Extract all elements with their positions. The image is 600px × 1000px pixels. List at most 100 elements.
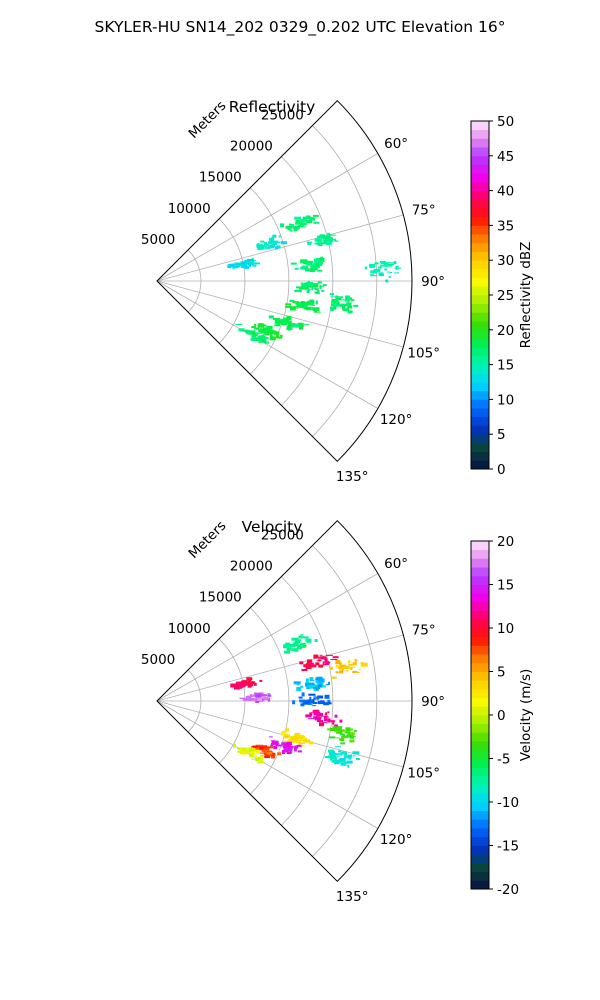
echo-gate — [316, 258, 320, 260]
echo-gate — [307, 284, 315, 287]
velocity-panel: Velocity 5000 10000 15000 20000 25000 Meters 6… — [141, 518, 534, 905]
echo-gate — [284, 736, 289, 739]
echo-gate — [308, 701, 313, 705]
colorbar-band — [471, 810, 489, 820]
echo-gate — [303, 644, 307, 648]
echo-gate — [326, 240, 332, 245]
echo-gate — [313, 697, 317, 700]
colorbar-band — [471, 645, 489, 655]
echo-gate — [288, 226, 293, 229]
colorbar-band — [471, 567, 489, 577]
echo-gate — [338, 726, 343, 729]
echo-gate — [296, 735, 304, 740]
echo-gate — [289, 646, 292, 651]
echo-gate — [328, 681, 330, 685]
echo-gate — [312, 705, 317, 707]
echo-gate — [350, 668, 353, 670]
echo-gate — [318, 286, 324, 288]
echo-gate — [317, 659, 321, 662]
echo-gate — [303, 226, 307, 228]
echo-gate — [283, 644, 289, 649]
colorbar-band — [471, 880, 489, 890]
velocity-colorbar: -20 -15 -10 -5 0 5 10 15 20 Velocity (m/s) — [470, 534, 534, 898]
radial-tick-label: 10000 — [168, 621, 211, 637]
echo-gate — [252, 681, 256, 685]
echo-gate — [263, 697, 270, 701]
echo-gate — [322, 722, 328, 724]
echo-gate — [260, 240, 265, 243]
echo-gate — [348, 660, 351, 664]
echo-gate — [332, 721, 335, 725]
echo-gate — [305, 216, 312, 219]
echo-gate — [325, 660, 329, 665]
colorbar-band — [471, 242, 489, 252]
echo-gate — [313, 696, 317, 698]
echo-gate — [254, 755, 257, 758]
echo-gate — [317, 695, 324, 699]
echo-gate — [306, 285, 311, 288]
echo-gate — [262, 334, 265, 339]
echo-gate — [263, 337, 269, 339]
colorbar-band — [471, 460, 489, 470]
colorbar-band — [471, 871, 489, 881]
echo-gate — [287, 325, 292, 327]
echo-gate — [267, 244, 273, 247]
echo-gate — [295, 222, 299, 225]
echo-gate — [334, 731, 339, 733]
echo-gate — [300, 642, 306, 645]
colorbar-band — [471, 260, 489, 270]
echo-gate — [341, 665, 346, 667]
echo-gate — [251, 750, 258, 753]
colorbar-band — [471, 251, 489, 261]
echo-gate — [289, 744, 293, 746]
echo-gate — [270, 240, 275, 244]
echo-gate — [318, 656, 324, 659]
echo-gate — [253, 332, 258, 335]
echo-gate — [329, 758, 332, 761]
colorbar-band — [471, 610, 489, 620]
echo-gate — [264, 752, 267, 755]
echo-gate — [394, 272, 400, 274]
colorbar-band — [471, 671, 489, 681]
azimuth-spoke — [156, 280, 404, 348]
echo-gate — [253, 262, 260, 265]
echo-gate — [250, 694, 253, 697]
echo-gate — [254, 327, 260, 330]
polar-grid — [156, 545, 412, 857]
colorbar-band — [471, 390, 489, 400]
echo-gate — [316, 681, 319, 684]
echo-gate — [251, 257, 254, 260]
echo-gate — [283, 740, 288, 743]
colorbar-band — [471, 741, 489, 751]
colorbar-band — [471, 181, 489, 191]
echo-gate — [241, 683, 246, 685]
echo-gate — [285, 728, 289, 732]
echo-gate — [271, 752, 275, 756]
echo-gate — [345, 670, 349, 672]
echo-gate — [313, 262, 319, 264]
echo-gate — [313, 258, 319, 263]
colorbar-band — [471, 628, 489, 638]
echo-gate — [270, 740, 275, 742]
echo-gate — [302, 287, 309, 290]
echo-gate — [373, 268, 381, 272]
echo-gate — [352, 662, 357, 664]
echo-gate — [269, 239, 273, 241]
echo-gate — [328, 749, 334, 753]
angle-tick-label: 105° — [407, 766, 440, 782]
echo-gate — [282, 742, 286, 747]
echo-gate — [318, 702, 325, 705]
radial-tick-label: 20000 — [230, 559, 273, 575]
echo-gate — [315, 263, 320, 266]
echo-gate — [258, 323, 263, 328]
echo-gate — [331, 753, 337, 755]
angle-tick-label: 90° — [421, 694, 445, 710]
echo-gate — [261, 338, 266, 342]
echo-gate — [246, 329, 250, 334]
echo-gate — [314, 288, 319, 291]
echo-gate — [320, 234, 326, 239]
reflectivity-polar-plot: 5000 10000 15000 20000 25000 Meters 60° 75° 90° 1… — [141, 98, 445, 485]
echo-gate — [302, 742, 306, 744]
echo-gate — [268, 315, 274, 319]
colorbar-tick-label: 35 — [497, 218, 514, 234]
